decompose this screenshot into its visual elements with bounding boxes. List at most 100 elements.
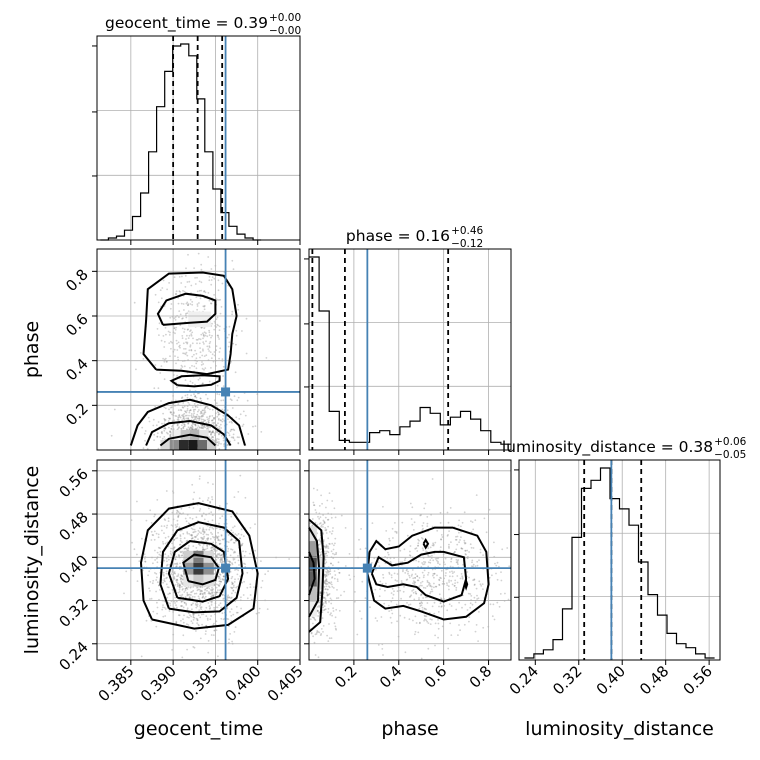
- sample-point: [316, 489, 319, 491]
- sample-point: [220, 557, 222, 560]
- sample-point: [181, 575, 184, 578]
- sample-point: [175, 565, 178, 568]
- x-tick-label: 0.40: [593, 662, 629, 698]
- sample-point: [218, 604, 220, 606]
- sample-point: [196, 290, 199, 293]
- sample-point: [188, 414, 190, 417]
- sample-point: [195, 535, 198, 538]
- sample-point: [173, 571, 176, 573]
- sample-point: [328, 623, 330, 625]
- sample-point: [230, 586, 232, 589]
- sample-point: [410, 518, 413, 520]
- sample-point: [204, 291, 207, 294]
- sample-point: [193, 353, 195, 356]
- sample-point: [258, 611, 260, 614]
- sample-point: [320, 633, 323, 635]
- sample-point: [181, 335, 184, 337]
- sample-point: [175, 537, 177, 540]
- sample-point: [186, 548, 188, 551]
- sample-point: [233, 550, 236, 553]
- sample-point: [190, 603, 193, 606]
- sample-point: [500, 579, 503, 582]
- sample-point: [190, 414, 193, 417]
- sample-point: [141, 426, 144, 429]
- sample-point: [190, 427, 193, 429]
- sample-point: [331, 614, 333, 617]
- sample-point: [198, 417, 201, 420]
- sample-point: [406, 568, 408, 571]
- sample-point: [188, 596, 191, 598]
- sample-point: [318, 592, 321, 595]
- sample-point: [259, 320, 261, 322]
- sample-point: [421, 609, 424, 612]
- sample-point: [168, 558, 170, 561]
- sample-point: [237, 442, 240, 444]
- sample-point: [212, 541, 215, 544]
- sample-point: [238, 436, 240, 439]
- sample-point: [202, 537, 205, 540]
- sample-point: [204, 633, 207, 635]
- sample-point: [173, 317, 176, 320]
- sample-point: [370, 562, 373, 564]
- sample-point: [450, 560, 452, 563]
- sample-point: [448, 581, 450, 583]
- sample-point: [246, 571, 249, 574]
- sample-point: [222, 598, 225, 600]
- sample-point: [193, 535, 196, 538]
- sample-point: [204, 593, 206, 595]
- sample-point: [169, 430, 172, 433]
- sample-point: [420, 657, 423, 660]
- sample-point: [167, 432, 169, 435]
- sample-point: [209, 618, 212, 621]
- sample-point: [496, 578, 499, 581]
- sample-point: [179, 584, 182, 587]
- sample-point: [219, 574, 222, 576]
- sample-point: [219, 528, 222, 531]
- sample-point: [208, 331, 211, 334]
- sample-point: [234, 533, 237, 535]
- sample-point: [466, 609, 469, 611]
- sample-point: [158, 584, 160, 587]
- sample-point: [495, 564, 498, 567]
- sample-point: [416, 575, 419, 578]
- sample-point: [176, 386, 178, 389]
- sample-point: [191, 608, 193, 611]
- sample-point: [375, 568, 377, 571]
- sample-point: [464, 603, 467, 606]
- sample-point: [421, 524, 424, 527]
- sample-point: [233, 558, 236, 560]
- sample-point: [156, 581, 159, 584]
- sample-point: [218, 543, 221, 545]
- sample-point: [209, 408, 211, 411]
- sample-point: [183, 331, 186, 333]
- sample-point: [183, 415, 185, 418]
- sample-point: [194, 349, 197, 352]
- sample-point: [205, 533, 208, 536]
- sample-point: [162, 604, 164, 606]
- sample-point: [335, 553, 337, 556]
- sample-point: [228, 333, 230, 336]
- sample-point: [449, 507, 452, 509]
- sample-point: [437, 619, 439, 621]
- sample-point: [205, 528, 208, 531]
- sample-point: [200, 418, 203, 421]
- sample-point: [242, 423, 245, 426]
- sample-point: [436, 557, 438, 560]
- sample-point: [448, 603, 451, 606]
- sample-point: [215, 376, 218, 379]
- sample-point: [208, 329, 211, 332]
- sample-point: [190, 604, 193, 606]
- sample-point: [180, 600, 183, 603]
- sample-point: [231, 407, 234, 409]
- sample-point: [422, 563, 424, 566]
- sample-point: [260, 431, 263, 433]
- sample-point: [229, 440, 232, 443]
- sample-point: [168, 417, 170, 420]
- sample-point: [380, 616, 383, 618]
- sample-point: [215, 555, 218, 558]
- sample-point: [199, 616, 202, 619]
- sample-point: [261, 580, 264, 582]
- sample-point: [313, 618, 316, 621]
- sample-point: [195, 415, 198, 418]
- sample-point: [449, 571, 451, 573]
